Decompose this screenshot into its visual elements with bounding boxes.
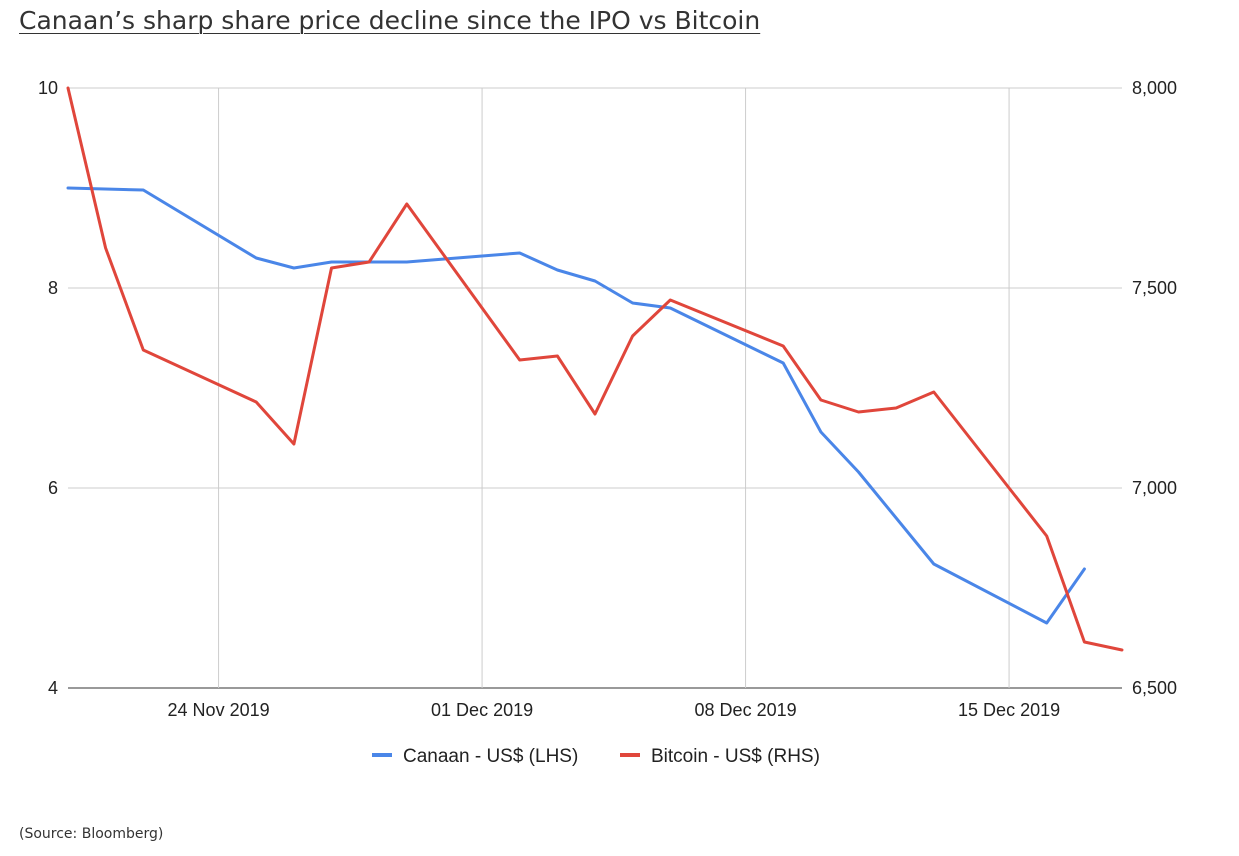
- left-tick-label: 4: [48, 678, 58, 698]
- chart-title: Canaan’s sharp share price decline since…: [19, 6, 761, 35]
- x-axis-ticks: 24 Nov 2019 01 Dec 2019 08 Dec 2019 15 Dec …: [168, 700, 1061, 720]
- legend-label: Canaan - US$ (LHS): [403, 746, 578, 767]
- right-tick-label: 7,000: [1132, 478, 1177, 498]
- source-note: (Source: Bloomberg): [19, 826, 164, 842]
- bitcoin-series-line: [66, 86, 1124, 652]
- x-tick-label: 08 Dec 2019: [695, 700, 797, 720]
- legend-label: Bitcoin - US$ (RHS): [651, 746, 820, 767]
- right-tick-label: 8,000: [1132, 78, 1177, 98]
- line-chart: 4 6 8 10 6,500 7,000 7,500 8,000 24 Nov 2019 01…: [38, 78, 1177, 767]
- left-axis-ticks: 4 6 8 10: [38, 78, 58, 698]
- left-tick-label: 8: [48, 278, 58, 298]
- grid-lines: [68, 87, 1122, 689]
- series-lines: [66, 86, 1124, 652]
- legend-item-bitcoin: Bitcoin - US$ (RHS): [620, 746, 820, 767]
- legend: Canaan - US$ (LHS) Bitcoin - US$ (RHS): [372, 746, 820, 767]
- x-tick-label: 24 Nov 2019: [168, 700, 270, 720]
- left-tick-label: 6: [48, 478, 58, 498]
- right-tick-label: 6,500: [1132, 678, 1177, 698]
- right-tick-label: 7,500: [1132, 278, 1177, 298]
- right-axis-ticks: 6,500 7,000 7,500 8,000: [1132, 78, 1177, 698]
- legend-item-canaan: Canaan - US$ (LHS): [372, 746, 578, 767]
- canaan-series-line: [66, 186, 1086, 625]
- x-tick-label: 15 Dec 2019: [958, 700, 1060, 720]
- left-tick-label: 10: [38, 78, 58, 98]
- x-tick-label: 01 Dec 2019: [431, 700, 533, 720]
